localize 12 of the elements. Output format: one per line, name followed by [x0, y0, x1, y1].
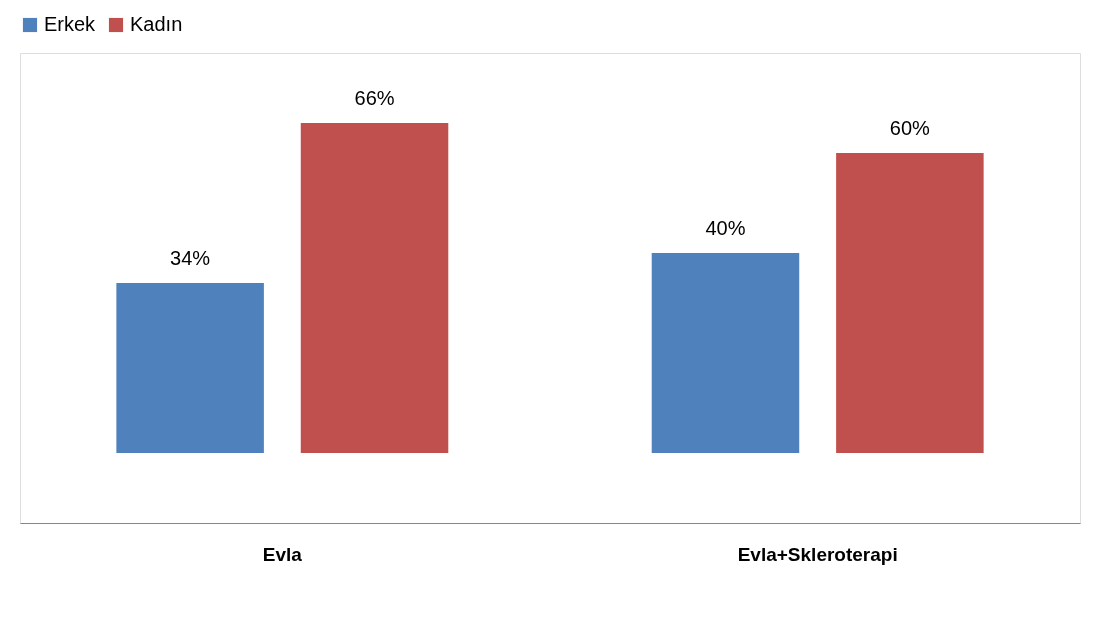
- bar: [300, 123, 449, 453]
- bar: [116, 283, 264, 453]
- legend-label: Erkek: [44, 13, 97, 35]
- x-tick-label: Evla: [262, 543, 303, 565]
- x-tick-label: Evla+Skleroterapi: [737, 543, 898, 565]
- data-label: 40%: [705, 217, 746, 239]
- data-label: 66%: [354, 87, 395, 109]
- bar: [836, 153, 984, 453]
- legend-label: Kadın: [130, 13, 183, 35]
- bar: [651, 253, 800, 453]
- data-label: 60%: [889, 117, 931, 139]
- data-label: 34%: [170, 247, 211, 269]
